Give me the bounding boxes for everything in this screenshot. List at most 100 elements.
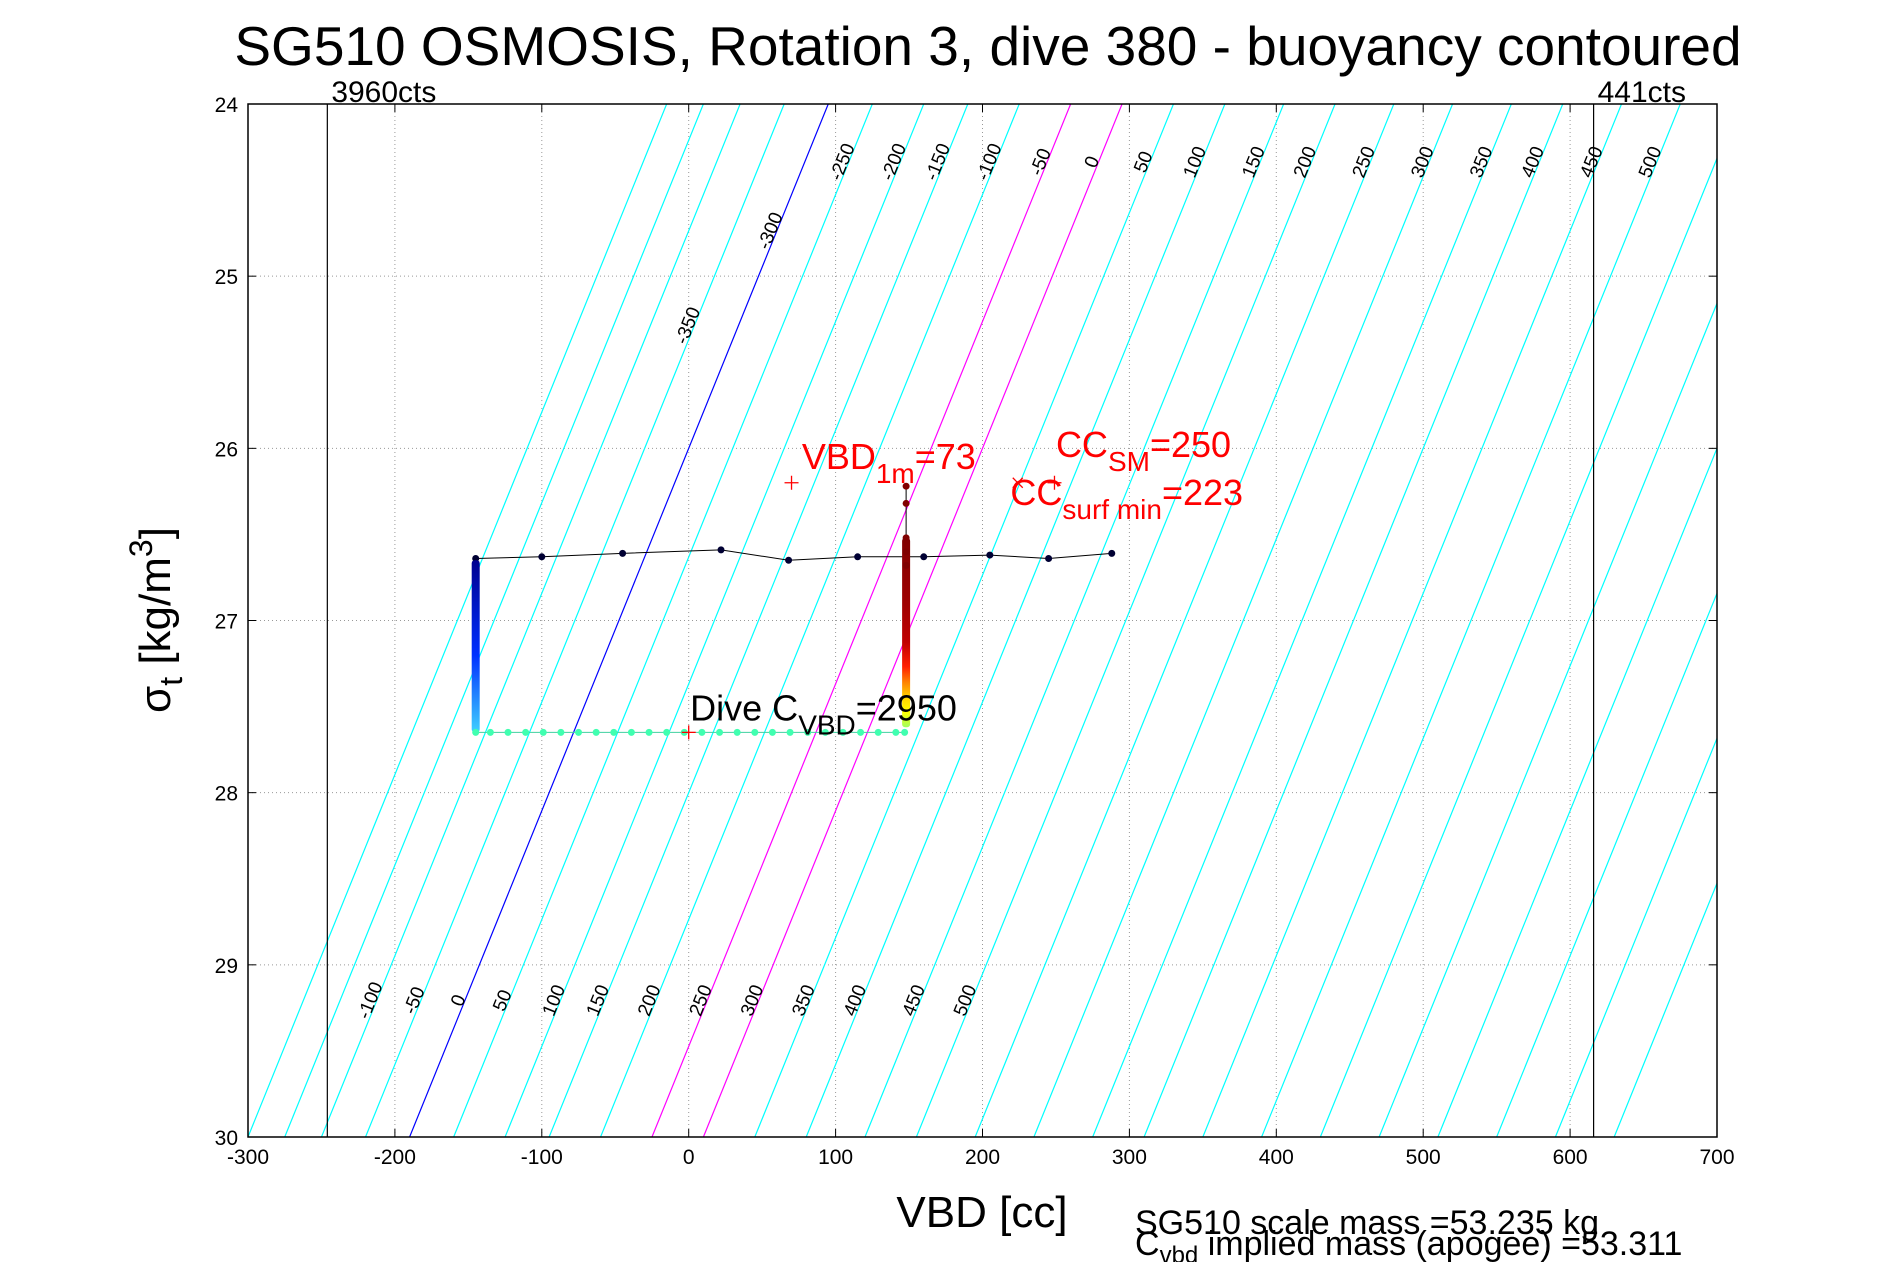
bottom-track-point — [786, 728, 794, 736]
bottom-track-point — [575, 728, 583, 736]
bottom-track-point — [804, 728, 812, 736]
bottom-track-point — [557, 728, 565, 736]
upper-track-point — [785, 556, 793, 564]
y-axis-label-close: ] — [131, 527, 180, 539]
annotation-rest: =223 — [1162, 472, 1243, 513]
bottom-track-point — [716, 728, 724, 736]
x-tick-label: -300 — [227, 1146, 269, 1169]
x-tick-label: -200 — [374, 1146, 416, 1169]
bottom-track-point — [472, 728, 480, 736]
y-tick-label: 30 — [215, 1127, 238, 1150]
bottom-track-point — [857, 728, 865, 736]
plus-marker — [681, 725, 696, 740]
bottom-track-point — [592, 728, 600, 736]
cross-marker — [1012, 477, 1024, 489]
contour-line — [805, 104, 1226, 1137]
upper-track-point — [472, 555, 480, 563]
upper-track-point — [717, 546, 725, 554]
bottom-track-point — [821, 728, 829, 736]
contour-line — [1613, 881, 1717, 1137]
bottom-track-point — [663, 728, 671, 736]
contour-line — [453, 104, 873, 1137]
bottom-track-point — [751, 728, 759, 736]
footer-implied-mass: Cvbd implied mass (apogee) =53.311 — [1135, 1225, 1682, 1262]
annotation-rest: =73 — [915, 436, 976, 477]
bottom-track-point — [645, 728, 653, 736]
annotation-rest: =2950 — [856, 687, 957, 728]
annotation-sub: VBD — [798, 709, 856, 740]
y-tick-label: 26 — [215, 438, 238, 461]
upper-track-point — [1045, 555, 1053, 563]
bottom-track-point — [504, 728, 512, 736]
x-tick-label: 0 — [683, 1146, 695, 1169]
right-column-point — [902, 534, 910, 542]
y-tick-label: 29 — [215, 955, 238, 978]
upper-track-point — [1108, 549, 1116, 557]
bottom-track-point — [486, 728, 494, 736]
annotation-rest: =250 — [1150, 424, 1231, 465]
y-tick-label: 28 — [215, 783, 238, 806]
bottom-track-point — [627, 728, 635, 736]
y-axis-label-sup: 3 — [123, 539, 159, 557]
buoyancy-contours — [248, 104, 1717, 1137]
x-tick-label: 600 — [1553, 1146, 1588, 1169]
y-axis-label: σt [kg/m3] — [123, 527, 189, 713]
upper-track-point — [854, 553, 862, 561]
footer-implied-mass-rest: implied mass (apogee) =53.311 — [1198, 1225, 1682, 1262]
right-column-point — [902, 482, 910, 490]
contour-line — [1496, 591, 1717, 1137]
annotation-sub: surf min — [1062, 494, 1162, 525]
x-tick-label: 700 — [1699, 1146, 1734, 1169]
contour-line — [548, 104, 969, 1137]
footer-scale-mass: SG510 scale mass =53.235 kg — [1135, 1204, 1599, 1242]
x-tick-label: 300 — [1112, 1146, 1147, 1169]
x-tick-label: 200 — [965, 1146, 1000, 1169]
contour-line — [1202, 104, 1623, 1137]
annotation-ccsm: CCSM=250 — [1056, 424, 1231, 477]
contour-line — [864, 104, 1285, 1137]
contour-line — [702, 104, 1123, 1137]
contour-line — [364, 104, 785, 1137]
axis-ticks: -300 -200 -100 0 100 200 300 400 500 600 700 24 25 26… — [215, 94, 1735, 1169]
contour-line — [1554, 736, 1717, 1137]
contour-line — [1033, 104, 1454, 1137]
contour-line — [1437, 446, 1717, 1137]
left-column-points — [471, 560, 480, 733]
upper-track-point — [986, 551, 994, 559]
x-axis-label: VBD [cc] — [896, 1188, 1067, 1237]
contour-line — [754, 104, 1175, 1137]
contour-line — [284, 104, 704, 1137]
contour-line — [1378, 301, 1717, 1137]
annotation-sub: SM — [1108, 446, 1150, 477]
upper-track-point — [538, 553, 546, 561]
bottom-track-point — [539, 728, 547, 736]
annotation-divecvbd: Dive CVBD=2950 — [690, 687, 957, 740]
bottom-track-point — [610, 728, 618, 736]
y-tick-label: 24 — [215, 94, 239, 117]
right-column-point — [902, 548, 910, 556]
right-column-point — [902, 499, 910, 507]
annotation-ccsurf: CCsurf min=223 — [1010, 472, 1243, 525]
footer-implied-mass-c: C — [1135, 1225, 1160, 1262]
bottom-track-point — [522, 728, 530, 736]
bottom-track-point — [768, 728, 776, 736]
plus-marker — [1047, 475, 1062, 490]
contour-line — [1092, 104, 1512, 1137]
contour-line — [320, 104, 741, 1137]
dive-data — [471, 482, 1116, 736]
contour-line — [915, 104, 1336, 1137]
contour-line — [974, 104, 1395, 1137]
right-column-point — [902, 561, 910, 569]
annotation-main: VBD — [802, 436, 876, 477]
contour-line — [409, 104, 829, 1137]
annotation-main: CC — [1056, 424, 1108, 465]
annotation-main: CC — [1010, 472, 1062, 513]
contour-line — [1319, 156, 1717, 1137]
annotation-vbd1m: VBD1m=73 — [802, 436, 976, 489]
x-tick-label: 500 — [1406, 1146, 1441, 1169]
annotation-main: Dive C — [690, 687, 798, 728]
upper-track-point — [619, 549, 627, 557]
y-tick-label: 25 — [215, 266, 238, 289]
y-axis-label-unit: [kg/m — [131, 557, 180, 677]
